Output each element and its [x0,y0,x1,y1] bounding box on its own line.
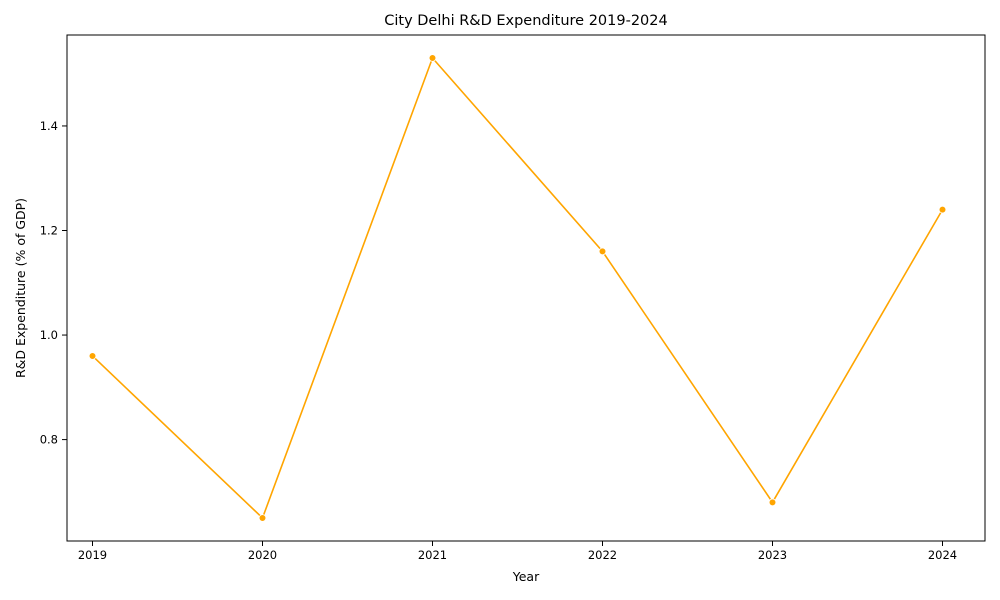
x-axis-label: Year [512,569,540,584]
y-tick-label: 1.2 [40,224,58,238]
y-tick-label: 1.4 [40,119,58,133]
series-markers [88,54,947,522]
x-tick-label: 2019 [78,548,107,562]
data-point [598,247,607,256]
data-point [428,54,437,62]
y-axis-label: R&D Expenditure (% of GDP) [13,198,28,378]
x-tick-label: 2021 [418,548,447,562]
series-line [91,56,944,520]
data-point [768,498,777,507]
plot-area [66,34,986,542]
y-axis: 0.8 1.0 1.2 1.4 [40,119,67,447]
x-tick-label: 2022 [588,548,617,562]
data-point [88,352,97,360]
data-point [938,205,947,214]
y-tick-label: 0.8 [40,433,58,447]
x-tick-label: 2024 [928,548,957,562]
x-tick-label: 2020 [248,548,277,562]
data-point [258,514,267,522]
x-tick-label: 2023 [758,548,787,562]
x-axis: 2019 2020 2021 2022 2023 2024 [78,541,957,562]
chart-title: City Delhi R&D Expenditure 2019-2024 [384,13,668,29]
y-tick-label: 1.0 [40,328,58,342]
